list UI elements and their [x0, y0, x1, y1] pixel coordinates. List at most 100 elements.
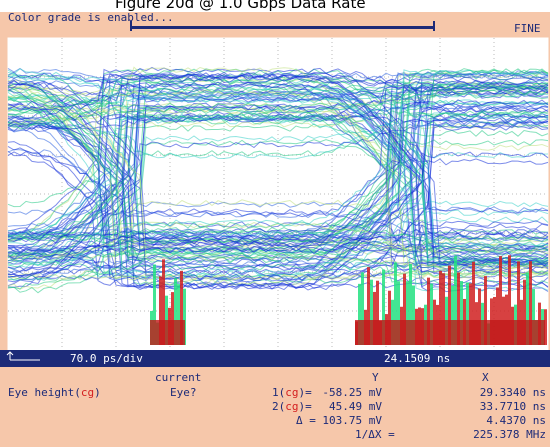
color-grade-column	[171, 292, 174, 345]
marker-y: 103.75 mV	[322, 414, 382, 427]
acquisition-mode: FINE	[514, 22, 541, 35]
trace	[7, 112, 549, 267]
trace	[7, 83, 549, 265]
trace	[7, 90, 549, 261]
color-grade-column	[517, 261, 520, 345]
color-grade-column	[532, 289, 535, 345]
trace	[7, 72, 549, 214]
color-grade-column	[394, 262, 397, 345]
color-grade-column	[430, 283, 433, 345]
trace	[7, 99, 549, 277]
status-bar	[130, 26, 435, 29]
trace	[7, 99, 549, 262]
text: 2(	[272, 400, 285, 413]
trace	[7, 120, 549, 255]
trace	[7, 99, 549, 278]
text: 1(	[272, 386, 285, 399]
measurement-name: Eye height(cg)	[8, 386, 101, 399]
text: 1/ΔX =	[355, 428, 395, 441]
marker-x: 225.378 MHz	[473, 428, 546, 441]
trace	[7, 78, 549, 126]
text: cg	[285, 386, 298, 399]
status-message: Color grade is enabled...	[8, 11, 174, 24]
timebase: 70.0 ps/div	[70, 352, 143, 365]
color-grade-column	[397, 281, 400, 345]
color-grade-column	[472, 261, 475, 345]
color-grade-column	[382, 269, 385, 345]
color-grade-column	[388, 290, 391, 345]
trace	[8, 88, 549, 115]
color-grade-column	[526, 272, 529, 345]
color-grade-column	[183, 288, 186, 345]
marker-x: 4.4370 ns	[486, 414, 546, 427]
status-bar-end	[433, 21, 435, 31]
color-grade-column	[367, 267, 370, 345]
figure-title: Figure 20d @ 1.0 Gbps Data Rate	[115, 0, 366, 12]
text: Eye height(	[8, 386, 81, 399]
trace	[7, 76, 549, 123]
caption-band	[0, 0, 550, 12]
color-grade-column	[406, 281, 409, 345]
text: Δ =	[296, 414, 316, 427]
trace	[7, 70, 549, 103]
marker-label: 1/ΔX =	[355, 428, 395, 441]
trace	[7, 69, 549, 266]
time-bar	[0, 350, 550, 367]
color-grade-column	[505, 294, 508, 345]
trace	[7, 222, 549, 242]
marker-y: -58.25 mV	[322, 386, 382, 399]
trace	[7, 72, 549, 264]
color-grade-column	[376, 280, 379, 345]
text: cg	[81, 386, 94, 399]
color-grade-column	[159, 276, 162, 345]
color-grade-column	[373, 291, 376, 345]
trace	[7, 73, 549, 272]
trace	[7, 234, 549, 274]
marker-label: 2(cg)=	[272, 400, 312, 413]
color-grade-column	[469, 283, 472, 345]
color-grade-column	[361, 272, 364, 345]
trace	[7, 79, 549, 160]
trace	[7, 84, 549, 243]
text: )	[94, 386, 101, 399]
color-grade-column	[478, 288, 481, 345]
trace	[7, 122, 549, 277]
trace	[7, 221, 549, 271]
color-grade-column	[409, 264, 412, 345]
marker-x: 29.3340 ns	[480, 386, 546, 399]
text: )=	[299, 400, 313, 413]
time-position: 24.1509 ns	[384, 352, 450, 365]
color-grade-base	[355, 320, 545, 345]
color-grade-column	[499, 256, 502, 345]
color-grade-column	[403, 273, 406, 345]
color-grade-base	[150, 320, 185, 345]
color-grade-column	[454, 255, 457, 345]
trace	[7, 85, 549, 283]
color-grade-column	[162, 259, 165, 345]
trace	[7, 105, 549, 281]
measurement-result: Eye?	[170, 386, 197, 399]
eye-traces	[7, 66, 549, 345]
color-grade-column	[177, 284, 180, 345]
color-grade-column	[448, 265, 451, 345]
color-grade-column	[523, 279, 526, 345]
color-grade-column	[460, 281, 463, 345]
trace	[7, 68, 549, 240]
trace	[8, 97, 549, 267]
color-grade-column	[370, 279, 373, 345]
color-grade-column	[529, 261, 532, 345]
time-arrow	[6, 351, 40, 361]
text: )=	[299, 386, 313, 399]
color-grade-column	[496, 287, 499, 345]
column-header: current	[155, 371, 201, 384]
color-grade-column	[508, 255, 511, 345]
color-grade-column	[412, 285, 415, 345]
color-grade-column	[442, 273, 445, 345]
trace	[7, 75, 549, 247]
text: cg	[285, 400, 298, 413]
color-grade-column	[484, 276, 487, 345]
color-grade-column	[427, 277, 430, 345]
y-header: Y	[372, 371, 379, 384]
trace	[7, 104, 549, 276]
